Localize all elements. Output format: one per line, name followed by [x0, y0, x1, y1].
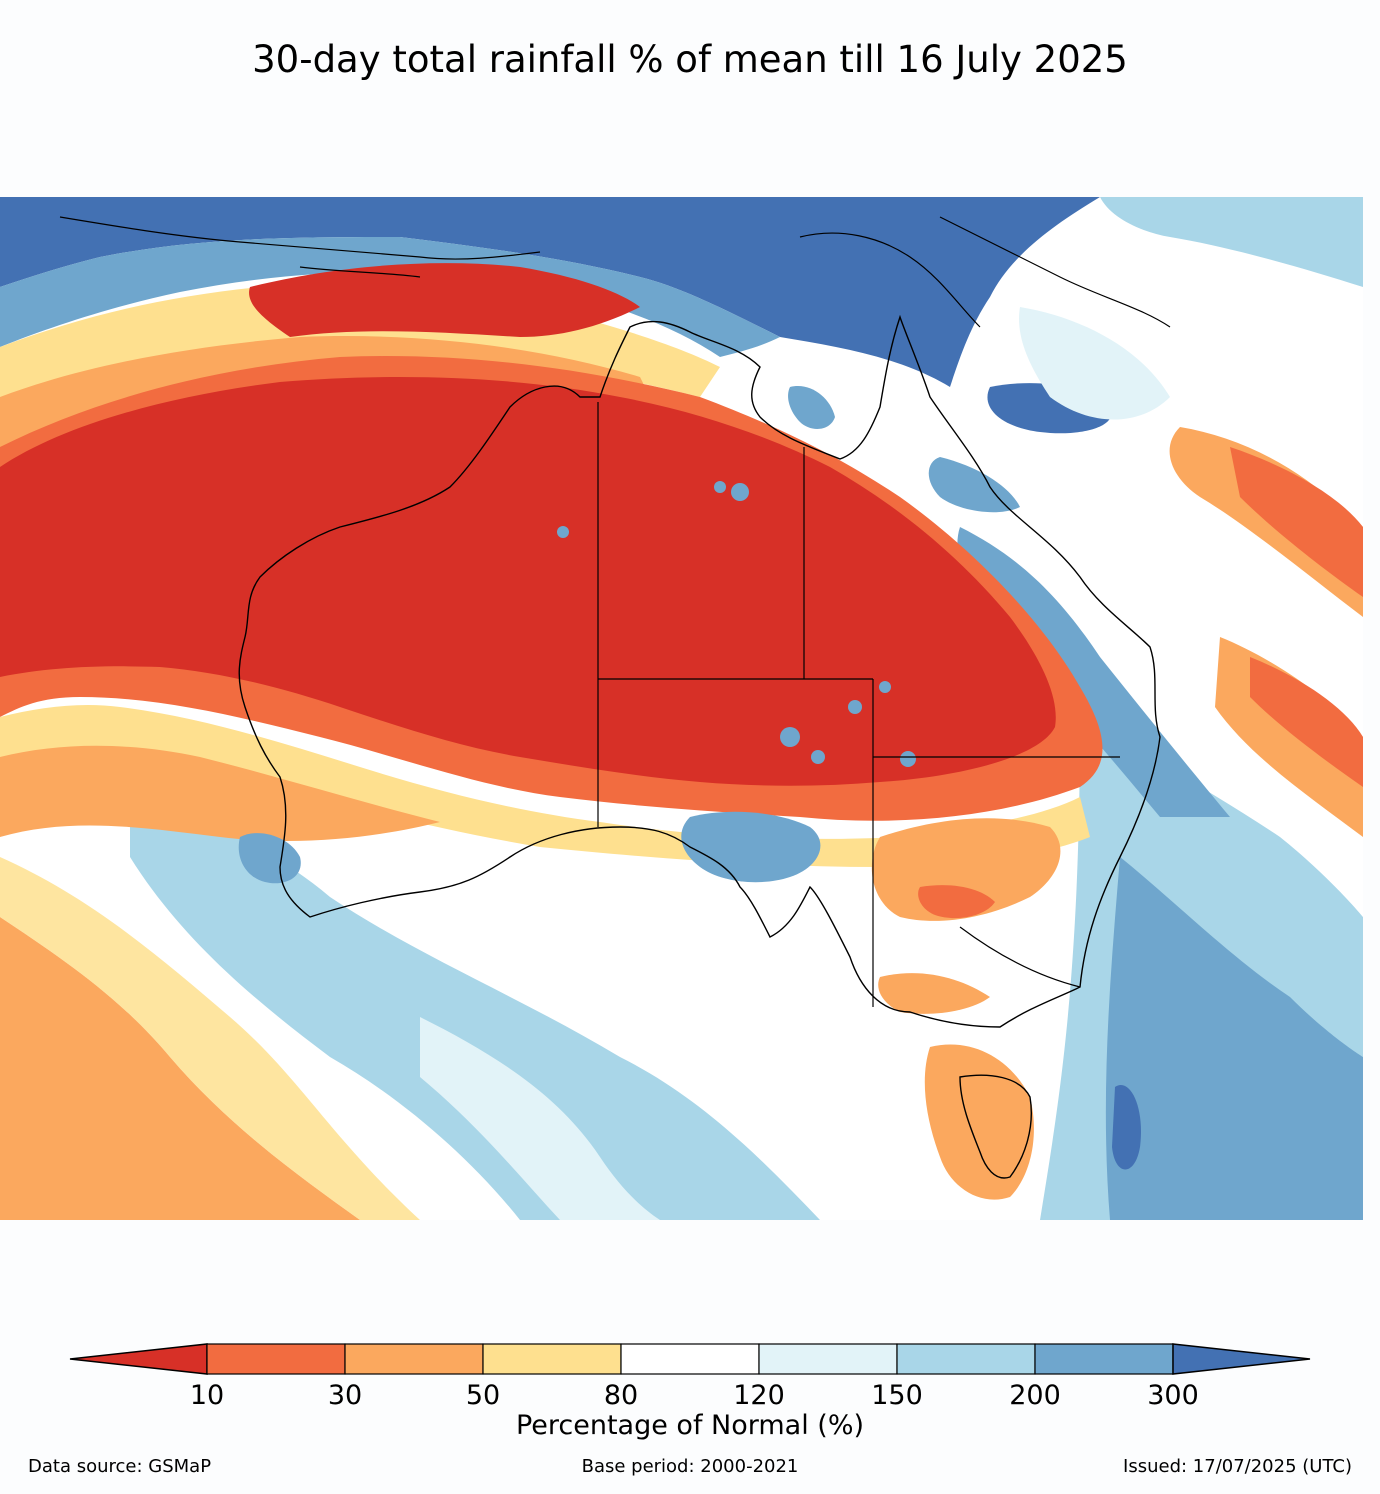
south-light-blue-zone: [130, 757, 820, 1220]
colorbar-segment: [620, 1343, 760, 1375]
colorbar-high-extension: [1172, 1343, 1311, 1375]
tasmania-orange-zone: [924, 1044, 1034, 1200]
colorbar-segment: [206, 1343, 346, 1375]
blue-speck: [731, 483, 749, 501]
tasman-blue-zone: [1105, 857, 1363, 1220]
data-source-label: Data source: GSMaP: [28, 1456, 212, 1477]
coral-sea-east-red: [1250, 657, 1363, 787]
main-red-deficit-zone: [0, 377, 1056, 786]
australia-coastline: [238, 314, 1161, 1028]
nsw-red-zone: [918, 885, 995, 919]
colorbar-tick-label: 50: [465, 1380, 501, 1411]
tasman-deep-blue-spot: [1112, 1085, 1141, 1170]
qld-blue-patch: [928, 457, 1020, 513]
colorbar-segment: [758, 1343, 898, 1375]
north-light-blue-zone: [1100, 197, 1363, 287]
blue-speck: [811, 750, 825, 764]
colorbar-tick-label: 150: [871, 1380, 923, 1411]
colorbar-segment: [1034, 1343, 1174, 1375]
indonesia-coastline: [59, 216, 541, 278]
blue-speck: [900, 751, 916, 767]
north-deep-blue-zone: [0, 197, 1100, 387]
colorbar-title: Percentage of Normal (%): [515, 1410, 865, 1441]
north-mid-blue-zone: [0, 237, 780, 357]
blue-speck: [879, 681, 891, 693]
blue-speck: [714, 481, 726, 493]
colorbar-tick-label: 10: [189, 1380, 225, 1411]
colorbar-segment: [344, 1343, 484, 1375]
colorbar-tick-label: 80: [603, 1380, 639, 1411]
blue-speck: [848, 700, 862, 714]
blue-speck: [780, 727, 800, 747]
colorbar-segment: [896, 1343, 1036, 1375]
colorbar: [69, 1343, 1311, 1375]
east-pale-zone: [1019, 307, 1170, 420]
south-australia-blue-patch: [681, 811, 821, 883]
colorbar-segment: [482, 1343, 622, 1375]
colorbar-tick-label: 300: [1147, 1380, 1199, 1411]
colorbar-low-extension: [69, 1343, 208, 1375]
west-yellow-halo: [0, 705, 1090, 867]
colorbar-tick-label: 30: [327, 1380, 363, 1411]
nsw-vic-border: [959, 926, 1081, 988]
south-pale-zone: [420, 1017, 660, 1220]
southwest-orange-zone: [0, 917, 360, 1220]
cape-york-blue-patch: [788, 386, 835, 429]
coral-sea-orange-zone: [1169, 427, 1363, 617]
north-red-plume: [249, 263, 640, 337]
blue-speck: [557, 526, 569, 538]
coral-sea-red-zone: [1230, 447, 1363, 597]
west-orange-band: [0, 745, 440, 842]
southwest-blue-patch: [238, 833, 301, 884]
vic-orange-zone: [878, 973, 990, 1014]
map-title: 30-day total rainfall % of mean till 16 …: [252, 38, 1128, 81]
tasmania-coastline: [959, 1074, 1032, 1179]
colorbar-tick-label: 120: [733, 1380, 785, 1411]
southwest-yellow-zone: [0, 857, 420, 1220]
colorbar-tick-label: 200: [1009, 1380, 1061, 1411]
issued-label: Issued: 17/07/2025 (UTC): [1123, 1456, 1352, 1477]
rainfall-map: [0, 197, 1363, 1220]
png-coastline: [799, 216, 1171, 328]
base-period-label: Base period: 2000-2021: [581, 1456, 799, 1477]
east-coral-sea-blue: [957, 527, 1230, 817]
